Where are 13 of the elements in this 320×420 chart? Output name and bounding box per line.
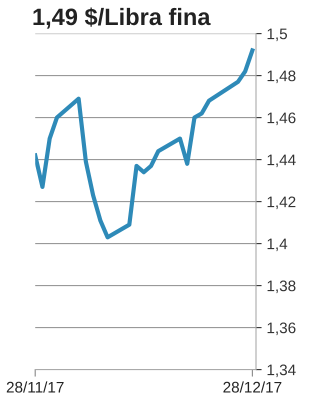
chart-title: 1,49 $/Libra fina bbox=[33, 7, 211, 29]
y-tick-label: 1,46 bbox=[268, 112, 296, 126]
y-tick-label: 1,48 bbox=[268, 70, 296, 84]
y-tick-label: 1,36 bbox=[268, 322, 296, 336]
y-tick-label: 1,4 bbox=[268, 238, 288, 252]
x-tick-label: 28/12/17 bbox=[223, 381, 282, 393]
y-tick-label: 1,5 bbox=[268, 28, 288, 42]
y-tick-label: 1,44 bbox=[268, 154, 296, 168]
line-series bbox=[35, 48, 254, 240]
y-tick-label: 1,42 bbox=[268, 196, 296, 210]
x-tick-label: 28/11/17 bbox=[6, 381, 64, 393]
y-tick-label: 1,34 bbox=[268, 364, 296, 378]
y-tick-label: 1,38 bbox=[268, 280, 296, 294]
